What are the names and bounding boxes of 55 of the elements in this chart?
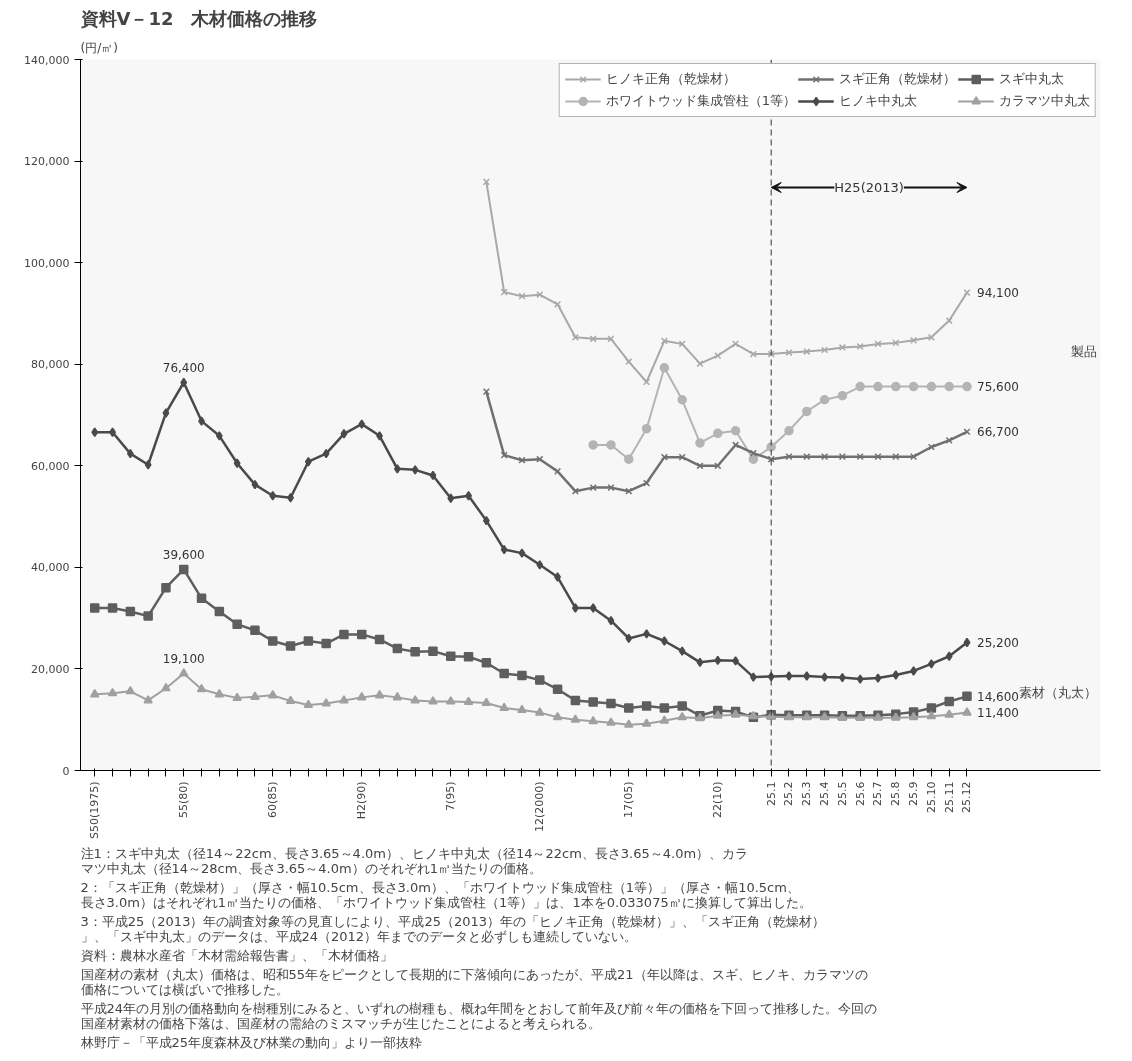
- x-tick-label: S50(1975): [88, 781, 102, 840]
- data-label: 25,200: [976, 636, 1019, 651]
- y-axis-title: (円/㎥): [80, 40, 118, 55]
- text: 国産材の素材（丸太）価格は、昭和55年をピークとして長期的に下落傾向にあったが、平成21（年以降は、スギ、ヒノキ、カラマツの価格については横ばいで推移した。: [80, 966, 868, 997]
- x-tick-label: 25.12: [960, 781, 974, 813]
- legend-label: スギ中丸太: [999, 70, 1064, 88]
- y-tick-label: 20,000: [31, 662, 70, 676]
- x-tick-label: 25.2: [782, 781, 796, 806]
- data-label: 76,400: [162, 361, 205, 376]
- x-tick-label: 12(2000): [533, 781, 547, 833]
- y-tick-label: 40,000: [31, 561, 70, 575]
- x-tick-label: 25.3: [800, 781, 814, 806]
- legend-label: ヒノキ中丸太: [839, 92, 917, 110]
- legend-label: ホワイトウッド集成管柱（1等）: [605, 92, 796, 110]
- legend-label: ヒノキ正角（乾燥材）: [605, 70, 736, 88]
- text: 製品: [1070, 343, 1097, 359]
- data-label: 75,600: [976, 380, 1019, 395]
- x-tick-label: 55(80): [177, 781, 191, 819]
- data-label: 11,400: [976, 706, 1019, 721]
- data-label: 39,600: [162, 548, 205, 563]
- x-tick-label: 25.4: [818, 781, 832, 806]
- text: 3：平成25（2013）年の調査対象等の見直しにより、平成25（2013）年の「ヒノキ正角（乾燥材）」、「スギ正角（乾燥材）」、「スギ中丸太」のデータは、平成24（2012）年までのデータと必ずしも連続していない。: [80, 913, 826, 944]
- y-tick-label: 60,000: [31, 459, 70, 473]
- y-tick-label: 140,000: [24, 53, 70, 67]
- x-tick-label: 60(85): [266, 781, 280, 819]
- ref-line-label: H25(2013): [834, 179, 904, 195]
- y-tick-label: 120,000: [24, 155, 70, 169]
- x-tick-label: 17(05): [622, 781, 636, 819]
- x-tick-label: 7(95): [444, 781, 458, 812]
- text: 平成24年の月別の価格動向を樹種別にみると、いずれの樹種も、概ね年間をとおして前年及び前々年の価格を下回って推移した。今回の国産材素材の価格下落は、国産材の需給のミスマッチが生じたことによると考えられる。: [80, 1000, 878, 1031]
- chart-title: 資料V－12 木材価格の推移: [79, 7, 318, 29]
- y-tick-label: 100,000: [24, 256, 70, 270]
- text: 資料：農林水産省「木材需給報告書」、「木材価格」: [80, 947, 393, 963]
- data-label: 14,600: [976, 689, 1019, 704]
- text: 素材（丸太）: [1018, 684, 1097, 700]
- x-tick-label: 25.9: [907, 781, 921, 806]
- x-tick-label: 25.8: [889, 781, 903, 806]
- data-label: 66,700: [976, 425, 1019, 440]
- x-tick-label: 25.6: [853, 781, 867, 806]
- y-tick-label: 80,000: [31, 358, 70, 372]
- data-label: 19,100: [162, 652, 205, 667]
- x-tick-label: 25.1: [764, 781, 778, 806]
- x-tick-label: 25.11: [942, 781, 956, 813]
- x-tick-label: 25.10: [924, 781, 938, 813]
- legend-label: スギ正角（乾燥材）: [839, 70, 956, 88]
- data-label: 94,100: [976, 286, 1019, 301]
- text: 2：「スギ正角（乾燥材）」（厚さ・幅10.5cm、長さ3.0m）、「ホワイトウッド集成管柱（1等）」（厚さ・幅10.5cm、長さ3.0m）はそれぞれ1㎥当たりの価格、「ホワイトウッド集成管柱（1等）」は、1本を0.033075㎥に換算して算出した。: [80, 879, 812, 910]
- x-tick-label: 22(10): [711, 781, 725, 819]
- x-tick-label: 25.7: [871, 781, 885, 806]
- x-tick-label: H2(90): [355, 781, 369, 820]
- text: 注1：スギ中丸太（径14～22cm、長さ3.65～4.0m）、ヒノキ中丸太（径14～22cm、長さ3.65～4.0m）、カラマツ中丸太（径14～28cm、長さ3.65～4.0m）のそれぞれ1㎥当たりの価格。: [80, 845, 749, 876]
- legend-label: カラマツ中丸太: [999, 92, 1090, 110]
- x-tick-label: 25.5: [835, 781, 849, 806]
- text: 林野庁－「平成25年度森林及び林業の動向」より一部抜粋: [79, 1034, 423, 1050]
- y-tick-label: 0: [62, 764, 70, 778]
